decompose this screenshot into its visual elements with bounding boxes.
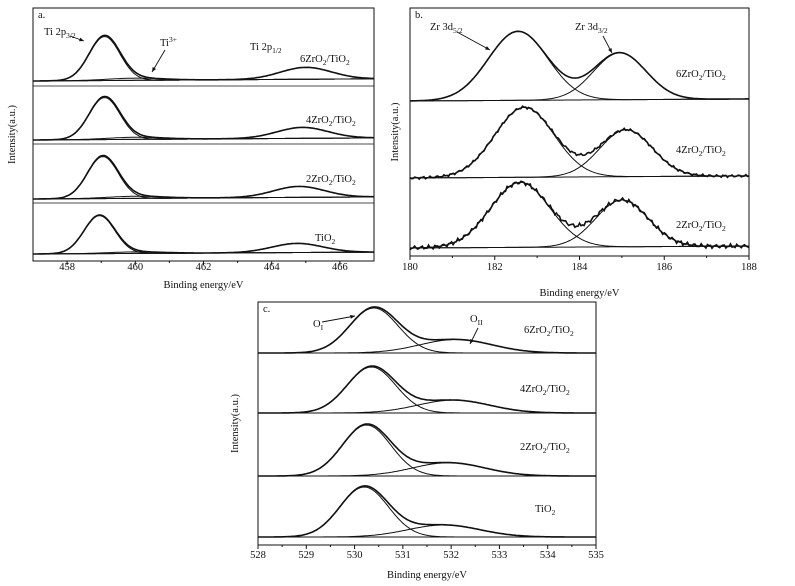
spectrum-envelope (258, 306, 596, 354)
chart-panel-3: c. 528 529 530 531 532 533 534 535 Binding energy… (230, 301, 604, 581)
baseline (410, 175, 749, 179)
series-6ZrO2/TiO2: 6ZrO2/TiO2 (33, 34, 375, 82)
x-tick-label: 188 (741, 262, 757, 273)
series-label: TiO2 (535, 504, 556, 517)
x-tick-label: 186 (656, 262, 672, 273)
x-tick-label: 182 (487, 262, 503, 273)
x-tick-label: 533 (492, 550, 508, 561)
series-label: 2ZrO2/TiO2 (520, 442, 570, 455)
fit-component (410, 181, 750, 249)
y-axis-label: Intensity(a.u.) (7, 105, 18, 164)
arrow-head (470, 339, 474, 344)
series-label: 2ZrO2/TiO2 (676, 220, 726, 233)
series-2ZrO2/TiO2: 2ZrO2/TiO2 (409, 180, 750, 251)
y-axis-label: Intensity(a.u.) (230, 394, 241, 453)
series-6ZrO2/TiO2: 6ZrO2/TiO2 (410, 30, 749, 102)
series-label: 2ZrO2/TiO2 (306, 174, 356, 187)
annotation-arrow (456, 31, 491, 51)
peak-annotation: Zr 3d5/2 (430, 22, 463, 35)
fit-component (258, 339, 596, 354)
x-tick-label: 464 (264, 262, 281, 273)
series-2ZrO2/TiO2: 2ZrO2/TiO2 (33, 154, 375, 200)
panel-label: a. (38, 10, 45, 21)
arrow-head (608, 48, 612, 53)
spectrum-envelope (258, 423, 596, 477)
peak-annotation: OII (470, 314, 483, 327)
peak-annotation: Zr 3d3/2 (575, 22, 608, 35)
x-tick-label: 184 (572, 262, 589, 273)
panel-label: c. (263, 304, 270, 315)
series-label: 6ZrO2/TiO2 (524, 325, 574, 338)
spectrum-envelope (409, 105, 750, 181)
arrow-head (79, 37, 84, 42)
series-label: 4ZrO2/TiO2 (520, 384, 570, 397)
spectrum-envelope (409, 180, 750, 251)
plot-frame (409, 7, 750, 257)
x-tick-label: 532 (443, 550, 459, 561)
x-tick-label: 534 (540, 550, 557, 561)
series-label: 6ZrO2/TiO2 (300, 54, 350, 67)
arrow-head (485, 46, 490, 50)
panel-label: b. (415, 10, 423, 21)
x-tick-label: 460 (127, 262, 143, 273)
baseline (410, 98, 749, 102)
spectrum-envelope (258, 485, 596, 538)
series-4ZrO2/TiO2: 4ZrO2/TiO2 (409, 105, 750, 181)
x-tick-label: 466 (332, 262, 348, 273)
x-tick-label: 529 (298, 550, 314, 561)
series-TiO2: TiO2 (33, 214, 374, 255)
spectrum-envelope (33, 154, 375, 200)
series-label: TiO2 (315, 233, 336, 246)
series-4ZrO2/TiO2: 4ZrO2/TiO2 (258, 365, 596, 414)
x-axis-label: Binding energy/eV (163, 280, 243, 291)
x-axis-label: Binding energy/eV (387, 570, 467, 581)
peak-annotation: Ti3+ (160, 35, 177, 49)
peak-annotation: OI (313, 319, 324, 332)
y-axis-label: Intensity(a.u.) (390, 102, 401, 161)
x-tick-label: 535 (588, 550, 604, 561)
series-2ZrO2/TiO2: 2ZrO2/TiO2 (258, 423, 596, 477)
x-tick-label: 530 (347, 550, 363, 561)
spectrum-envelope (410, 30, 749, 102)
x-tick-label: 528 (250, 550, 266, 561)
x-axis-label: Binding energy/eV (539, 288, 619, 299)
spectrum-envelope (33, 34, 375, 82)
spectrum-envelope (33, 95, 374, 141)
arrow-head (350, 314, 355, 319)
peak-annotation: Ti 2p3/2 (44, 27, 76, 40)
spectrum-envelope (33, 214, 374, 255)
annotation-arrow (321, 315, 356, 323)
chart-panel-1: a. 458 460 462 464 466 Binding energy/eV Intens… (7, 7, 375, 291)
x-tick-label: 180 (402, 262, 418, 273)
x-tick-label: 531 (395, 550, 411, 561)
series-label: 4ZrO2/TiO2 (676, 145, 726, 158)
x-tick-label: 458 (59, 262, 75, 273)
arrow-head (152, 67, 157, 72)
series-TiO2: TiO2 (258, 485, 596, 538)
plot-frame (32, 7, 375, 262)
series-label: 4ZrO2/TiO2 (306, 115, 356, 128)
series-label: 6ZrO2/TiO2 (676, 69, 726, 82)
peak-annotation: Ti 2p1/2 (250, 42, 282, 55)
spectrum-envelope (258, 365, 596, 414)
series-4ZrO2/TiO2: 4ZrO2/TiO2 (33, 95, 374, 141)
x-tick-label: 462 (196, 262, 212, 273)
series-6ZrO2/TiO2: 6ZrO2/TiO2 (258, 306, 596, 354)
chart-panel-2: b. 180 182 184 186 188 Binding energy/eV Intens… (390, 7, 757, 299)
